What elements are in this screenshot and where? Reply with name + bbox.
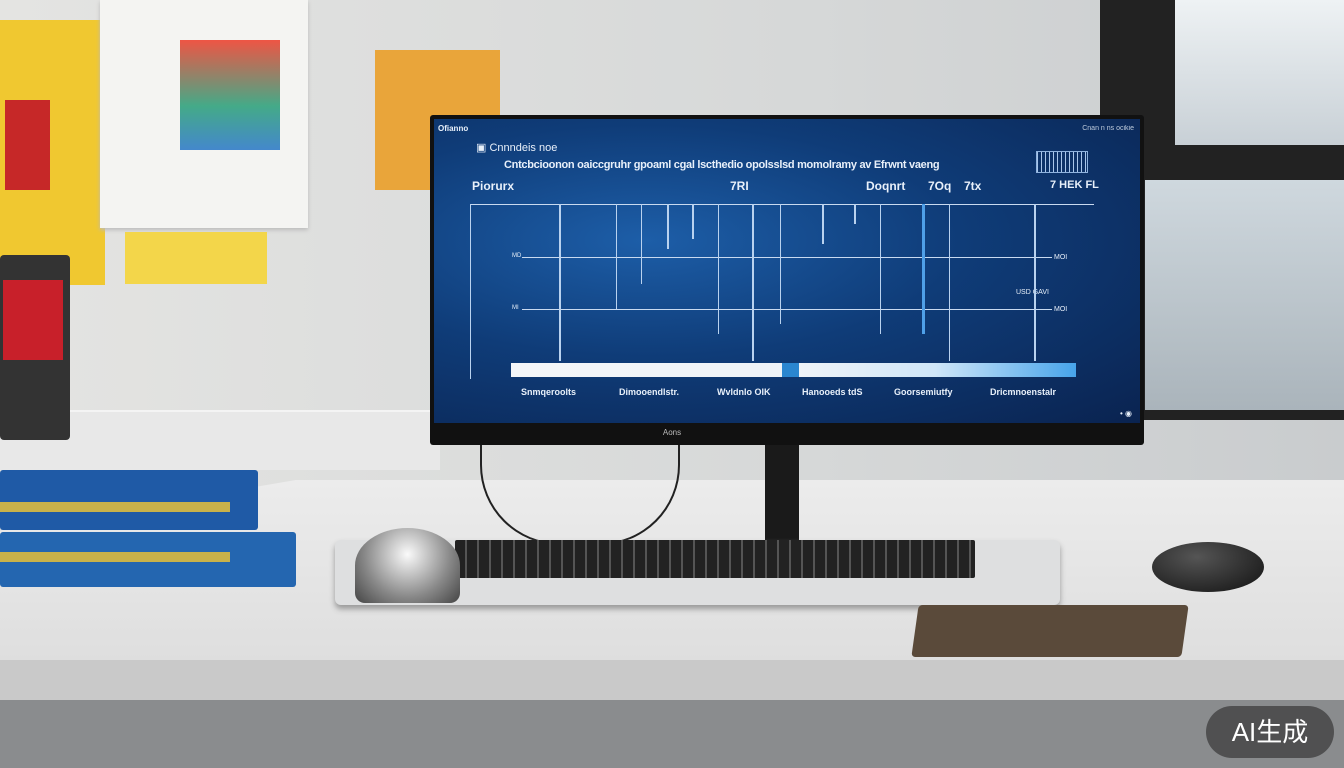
bottom-label: Dricmnoenstalr bbox=[990, 387, 1057, 397]
book-stack bbox=[0, 470, 300, 590]
wall-poster bbox=[100, 0, 308, 228]
metal-robot-figurine bbox=[355, 528, 460, 603]
right-value-2: 7tx bbox=[964, 179, 982, 193]
data-line bbox=[559, 204, 561, 361]
data-line bbox=[880, 204, 881, 334]
monitor-screen: Ofianno Cnan n ns ocikie ▣ Cnnndeis noe … bbox=[434, 119, 1140, 423]
shelf bbox=[0, 410, 440, 470]
data-line bbox=[949, 204, 950, 361]
axis-right-tick: MOI bbox=[1054, 306, 1068, 313]
data-line bbox=[692, 204, 694, 239]
top-axis-line bbox=[470, 204, 1094, 205]
keyboard-keys bbox=[455, 540, 975, 578]
settings-icon: • ◉ bbox=[1120, 409, 1133, 418]
mini-chart-icon bbox=[1036, 151, 1088, 173]
screen-subtitle: Cntcbcioonon oaiccgruhr gpoaml cgal lsct… bbox=[504, 159, 940, 171]
axis-tick: MI bbox=[512, 305, 519, 311]
wallet bbox=[911, 605, 1189, 657]
data-line bbox=[718, 204, 719, 334]
lab-device bbox=[0, 255, 70, 440]
data-line bbox=[752, 204, 754, 361]
bottom-label: Dimooendlstr. bbox=[619, 387, 680, 397]
gridline bbox=[522, 309, 1052, 310]
heading-text: Cnnndeis noe bbox=[489, 142, 558, 154]
axis-right-tick: MOI bbox=[1054, 254, 1068, 261]
bottom-label: Hanooeds tdS bbox=[802, 387, 863, 397]
monitor-stand bbox=[765, 444, 799, 544]
data-line bbox=[1034, 204, 1036, 361]
data-line bbox=[922, 204, 925, 334]
data-line bbox=[616, 204, 617, 309]
top-right-text: Cnan n ns ocikie bbox=[1082, 125, 1134, 132]
document-icon: ▣ bbox=[476, 142, 490, 154]
far-right-value: 7 HEK FL bbox=[1050, 179, 1099, 191]
annotation: USD GAVI bbox=[1016, 289, 1049, 296]
bottom-label: Snmqeroolts bbox=[521, 387, 577, 397]
app-title: Ofianno bbox=[438, 124, 469, 133]
row-label: Piorurx bbox=[472, 179, 515, 193]
bottom-label: Goorsemiutfy bbox=[894, 387, 953, 397]
data-line bbox=[822, 204, 824, 244]
bottom-label: Wvldnlo OIK bbox=[717, 387, 771, 397]
mid-value: 7RI bbox=[730, 179, 749, 193]
right-label: Doqnrt bbox=[866, 179, 906, 193]
desk-edge bbox=[0, 660, 1344, 700]
monitor-logo: Aons bbox=[662, 428, 682, 437]
gridline bbox=[522, 257, 1052, 258]
data-line bbox=[854, 204, 856, 224]
under-desk bbox=[0, 700, 1344, 768]
mouse bbox=[1152, 542, 1264, 592]
ai-generated-watermark: AI生成 bbox=[1206, 706, 1334, 758]
right-value-1: 7Oq bbox=[928, 179, 952, 193]
data-line bbox=[641, 204, 642, 284]
data-line bbox=[667, 204, 669, 249]
progress-bar bbox=[511, 363, 1076, 377]
wall-poster bbox=[0, 20, 105, 285]
data-line bbox=[780, 204, 781, 324]
y-axis-line bbox=[470, 204, 471, 379]
sticky-note bbox=[125, 232, 267, 284]
screen-heading: ▣ Cnnndeis noe bbox=[476, 141, 557, 154]
axis-tick: MD bbox=[512, 253, 522, 259]
